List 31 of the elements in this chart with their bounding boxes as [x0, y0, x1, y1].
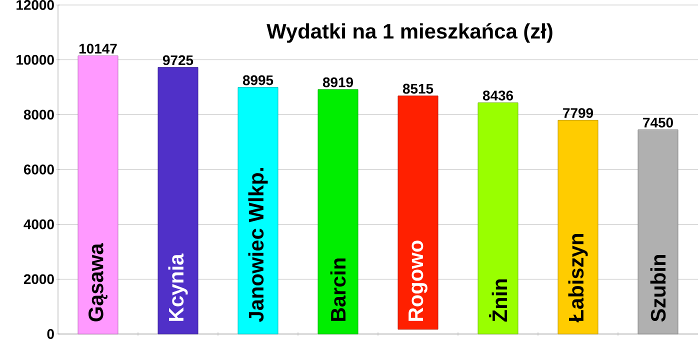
- data-label: 7450: [643, 118, 673, 128]
- y-tick-label: 0: [47, 329, 54, 339]
- x-tick-label: Gąsawa: [88, 243, 108, 322]
- y-tick-label: 6000: [24, 164, 54, 174]
- y-tick-label: 8000: [24, 110, 54, 120]
- bar: [398, 96, 438, 330]
- data-label: 8995: [242, 75, 274, 86]
- bar: [558, 120, 598, 334]
- data-label: 8515: [402, 84, 434, 94]
- data-label: 9725: [162, 55, 194, 66]
- y-tick-label: 12000: [16, 0, 54, 10]
- text: Wydatki na 1 mieszkańca (zł): [266, 23, 552, 43]
- y-tick-label: 10000: [16, 54, 54, 65]
- y-tick-label: 4000: [24, 219, 54, 230]
- bar: [238, 87, 278, 334]
- x-tick-label: Kcynia: [168, 254, 188, 321]
- bar: [478, 102, 518, 334]
- x-tick-label: Szubin: [650, 255, 666, 322]
- data-label: 10147: [79, 44, 117, 54]
- x-tick-label: Rogowo: [408, 240, 428, 321]
- y-tick-label: 2000: [24, 274, 54, 284]
- data-label: 8436: [482, 90, 514, 101]
- bar: [78, 56, 118, 334]
- x-tick-label: Janowiec Wlkp.: [248, 168, 268, 322]
- data-label: 8919: [322, 77, 354, 88]
- x-tick-label: Żnin: [489, 279, 507, 322]
- bar: [318, 89, 358, 334]
- x-tick-label: Barcin: [330, 258, 346, 321]
- bar: [158, 67, 198, 334]
- x-tick-label: Łabiszyn: [568, 234, 588, 322]
- data-label: 7799: [563, 108, 594, 118]
